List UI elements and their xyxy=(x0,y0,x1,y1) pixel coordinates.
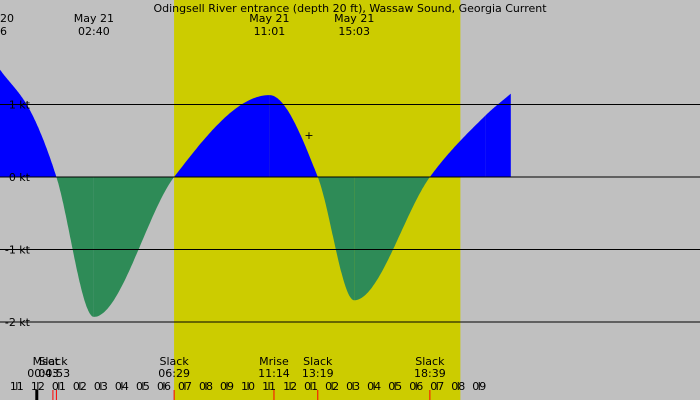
y-tick-label: -2 kt xyxy=(5,316,31,329)
event-label: Slack xyxy=(415,355,445,368)
bottom-events: Mset00:43Slack00:53Slack06:29Mrise11:14S… xyxy=(27,355,446,380)
x-tick-label: 08 xyxy=(451,380,465,393)
x-tick-label: 12 xyxy=(31,380,45,393)
flood-area xyxy=(485,93,511,177)
extremum-time: 15:03 xyxy=(338,25,370,38)
ebb-area xyxy=(354,177,430,301)
x-tick-label: 07 xyxy=(430,380,444,393)
x-tick-label: 11 xyxy=(10,380,24,393)
extremum-time: 6 xyxy=(0,25,7,38)
x-tick-label: 05 xyxy=(388,380,402,393)
y-tick-label: 0 kt xyxy=(9,171,31,184)
x-tick-label: 09 xyxy=(472,380,486,393)
extremum-time: 02:40 xyxy=(78,25,110,38)
event-label: Mrise xyxy=(259,355,289,368)
x-tick-label: 04 xyxy=(115,380,129,393)
event-time: 13:19 xyxy=(302,367,334,380)
event-label: Slack xyxy=(303,355,333,368)
event-label: Slack xyxy=(38,355,68,368)
current-areas xyxy=(0,69,511,317)
ebb-area xyxy=(93,177,175,317)
x-tick-label: 03 xyxy=(94,380,108,393)
flood-area xyxy=(429,115,486,177)
flood-area xyxy=(269,95,318,177)
extremum-time: 11:01 xyxy=(254,25,286,38)
y-axis-labels: 1 kt 0 kt -1 kt -2 kt xyxy=(5,99,31,330)
x-tick-label: 02 xyxy=(325,380,339,393)
extremum-date: May 21 xyxy=(249,12,289,25)
event-time: 06:29 xyxy=(158,367,190,380)
event-time: 00:53 xyxy=(38,367,70,380)
y-tick-label: 1 kt xyxy=(9,99,31,112)
x-tick-label: 02 xyxy=(73,380,87,393)
x-tick-label: 01 xyxy=(304,380,318,393)
x-tick-label: 09 xyxy=(220,380,234,393)
event-time: 18:39 xyxy=(414,367,446,380)
event-time: 00:43 xyxy=(27,367,59,380)
ebb-area xyxy=(56,177,94,317)
current-marker: + xyxy=(304,129,313,142)
ebb-area xyxy=(317,177,355,301)
x-tick-label: 12 xyxy=(283,380,297,393)
x-tick-label: 03 xyxy=(346,380,360,393)
x-tick-label: 06 xyxy=(157,380,171,393)
event-time: 11:14 xyxy=(258,367,290,380)
current-marker-symbol: + xyxy=(304,129,313,142)
flood-area xyxy=(31,113,57,177)
x-tick-label: 04 xyxy=(367,380,381,393)
chart-title: Odingsell River entrance (depth 20 ft), … xyxy=(153,2,547,15)
x-axis-ticks: 11 12 01 02 03 04 05 06 07 08 09 10 11 12 01 02 03 04 05 06… xyxy=(10,380,486,400)
flood-area xyxy=(174,95,270,177)
x-tick-label: 05 xyxy=(136,380,150,393)
x-tick-label: 11 xyxy=(262,380,276,393)
x-tick-label: 01 xyxy=(52,380,66,393)
x-tick-label: 06 xyxy=(409,380,423,393)
x-tick-label: 08 xyxy=(199,380,213,393)
extremum-date: 20 xyxy=(0,12,14,25)
extremum-date: May 21 xyxy=(74,12,114,25)
y-tick-label: -1 kt xyxy=(5,244,31,257)
x-tick-label: 10 xyxy=(241,380,255,393)
grid-lines xyxy=(0,104,700,323)
flood-area xyxy=(0,69,32,177)
event-label: Slack xyxy=(160,355,190,368)
event-label: Mset xyxy=(33,355,60,368)
daylight-band xyxy=(174,0,461,400)
extremum-date: May 21 xyxy=(334,12,374,25)
x-tick-label: 07 xyxy=(178,380,192,393)
